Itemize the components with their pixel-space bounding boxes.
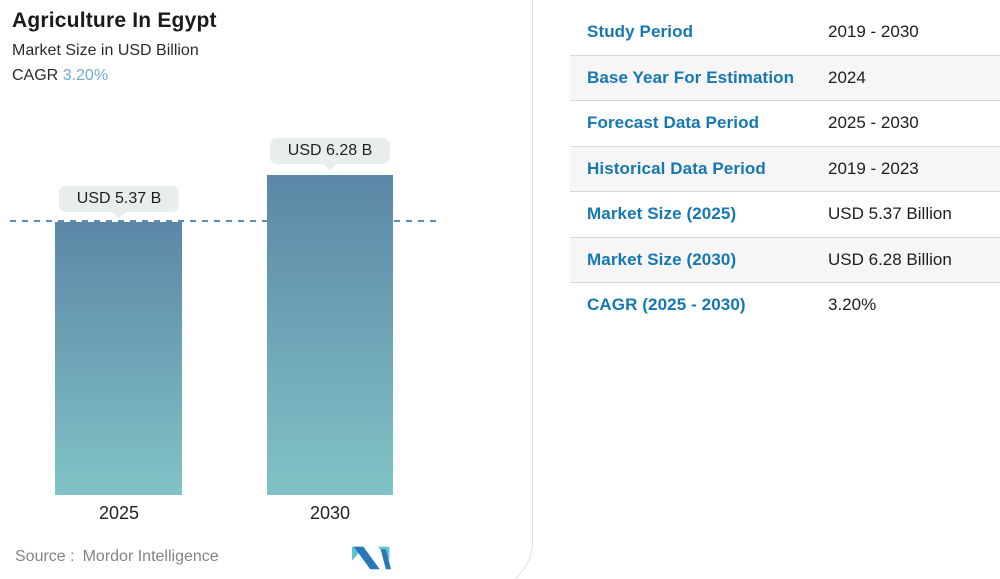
source-label: Source :: [15, 548, 75, 565]
row-value: 2019 - 2023: [828, 158, 919, 178]
mordor-intelligence-logo-icon: [352, 546, 392, 570]
row-label: Study Period: [587, 21, 694, 41]
row-value: USD 5.37 Billion: [828, 204, 952, 224]
bar-2025: [55, 222, 182, 495]
bar-value-label-2025: USD 5.37 B: [58, 186, 180, 212]
row-label: Market Size (2030): [587, 249, 737, 269]
row-value: 2019 - 2030: [828, 21, 919, 41]
table-row: Base Year For Estimation 2024: [570, 54, 1000, 100]
row-value: USD 6.28 Billion: [828, 249, 952, 269]
table-row: CAGR (2025 - 2030) 3.20%: [570, 282, 1000, 328]
market-snapshot-table: Study Period 2019 - 2030 Base Year For E…: [570, 9, 1000, 328]
table-row: Study Period 2019 - 2030: [570, 9, 1000, 55]
row-label: Historical Data Period: [587, 158, 766, 178]
bar-value-label-2030: USD 6.28 B: [269, 138, 391, 164]
bar-2030: [267, 175, 393, 495]
x-axis-label-2030: 2030: [309, 503, 351, 523]
cagr-line: CAGR 3.20%: [12, 67, 108, 85]
source-attribution: Source : Mordor Intelligence: [15, 548, 219, 566]
table-row: Market Size (2030) USD 6.28 Billion: [570, 236, 1000, 282]
row-value: 2025 - 2030: [828, 113, 919, 133]
row-value: 3.20%: [828, 295, 877, 315]
cagr-label: CAGR: [12, 67, 59, 84]
x-axis-label-2025: 2025: [98, 503, 140, 523]
reference-dashed-line: [10, 220, 440, 222]
table-row: Market Size (2025) USD 5.37 Billion: [570, 191, 1000, 237]
row-value: 2024: [828, 67, 866, 87]
row-label: Market Size (2025): [587, 204, 737, 224]
row-label: Base Year For Estimation: [587, 67, 795, 87]
source-name: Mordor Intelligence: [82, 548, 219, 565]
cagr-value: 3.20%: [62, 67, 109, 84]
table-row: Historical Data Period 2019 - 2023: [570, 145, 1000, 191]
table-row: Forecast Data Period 2025 - 2030: [570, 100, 1000, 146]
chart-subtitle: Market Size in USD Billion: [12, 42, 199, 59]
page-title: Agriculture In Egypt: [12, 9, 217, 32]
row-label: Forecast Data Period: [587, 113, 760, 133]
row-label: CAGR (2025 - 2030): [587, 295, 746, 315]
